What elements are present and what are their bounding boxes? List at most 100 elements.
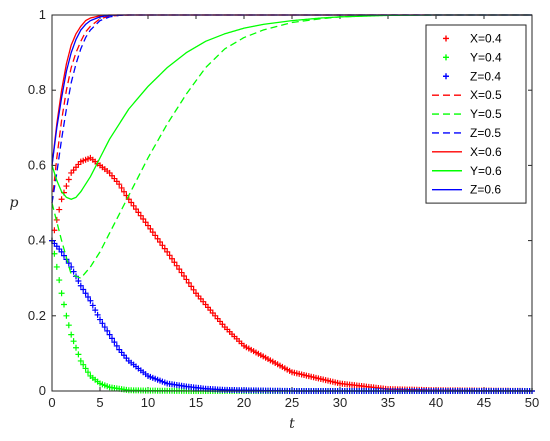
data-point — [149, 229, 156, 236]
data-point — [101, 324, 108, 331]
data-point — [80, 286, 87, 293]
x-tick-label: 40 — [429, 395, 443, 410]
y-axis-label: p — [10, 195, 19, 211]
data-point — [92, 307, 99, 314]
data-point — [63, 183, 70, 190]
legend-item: Y=0.4 — [443, 50, 502, 64]
data-point — [65, 260, 72, 267]
legend-item: Y=0.6 — [432, 164, 502, 178]
data-point — [176, 266, 183, 273]
data-point — [56, 277, 63, 284]
legend-item: X=0.6 — [432, 145, 502, 159]
data-point — [169, 255, 175, 262]
data-point — [56, 206, 63, 213]
data-point — [82, 290, 89, 297]
data-point — [121, 188, 127, 195]
legend-item: Z=0.6 — [432, 183, 501, 197]
x-tick-label: 50 — [525, 395, 539, 410]
data-point — [75, 278, 82, 285]
data-point — [188, 283, 195, 290]
data-point — [58, 196, 65, 203]
data-point — [97, 316, 103, 323]
legend-item: X=0.4 — [443, 31, 502, 45]
data-point — [70, 268, 77, 275]
data-point — [106, 331, 113, 338]
data-point — [82, 365, 89, 372]
data-point — [137, 212, 144, 219]
data-point — [145, 222, 151, 229]
tick-layer: 0 5 10 15 20 25 30 35 40 45 50 0 0.2 0.4 0.6 0.8 1 — [28, 7, 539, 410]
y-tick-label: 0.8 — [28, 82, 46, 97]
x-tick-label: 10 — [141, 395, 155, 410]
x-tick-label: 5 — [96, 395, 103, 410]
data-point — [133, 206, 139, 213]
data-point — [185, 279, 192, 286]
data-point — [154, 235, 161, 242]
data-point — [171, 259, 178, 266]
x-tick-label: 20 — [237, 395, 251, 410]
legend-label: X=0.4 — [470, 31, 502, 45]
data-point — [73, 344, 79, 351]
data-point — [164, 248, 171, 255]
data-point — [183, 276, 190, 283]
x-tick-label: 15 — [189, 395, 203, 410]
legend-marker — [443, 54, 449, 61]
legend-label: X=0.6 — [470, 145, 502, 159]
data-point — [161, 245, 168, 252]
y-tick-label: 1 — [39, 7, 46, 22]
x-tick-label: 45 — [477, 395, 491, 410]
legend-label: Z=0.4 — [470, 69, 501, 83]
legend-label: Y=0.5 — [470, 107, 502, 121]
data-point — [61, 252, 67, 259]
data-point — [65, 322, 72, 329]
legend-item: Y=0.5 — [432, 107, 502, 121]
data-point — [87, 297, 94, 304]
data-point — [85, 369, 91, 376]
x-tick-label: 30 — [333, 395, 347, 410]
x-tick-label: 25 — [285, 395, 299, 410]
data-point — [111, 339, 118, 346]
data-point — [58, 248, 65, 255]
data-point — [58, 290, 65, 297]
legend-label: Y=0.6 — [470, 164, 502, 178]
data-point — [135, 209, 142, 216]
data-point — [116, 181, 123, 188]
y-tick-label: 0.4 — [28, 233, 46, 248]
y-tick-label: 0 — [39, 383, 46, 398]
data-point — [166, 252, 173, 259]
data-point — [70, 338, 77, 345]
data-point — [130, 202, 137, 209]
legend-label: Z=0.5 — [470, 126, 501, 140]
data-point — [77, 357, 84, 364]
data-point — [80, 361, 87, 368]
data-point — [173, 262, 180, 269]
legend: X=0.4 Y=0.4 Z=0.4 X=0.5 Y=0.5 Z=0.5 X=0.6 Y=0.6… — [425, 24, 527, 204]
legend-label: Y=0.4 — [470, 50, 502, 64]
legend-marker — [443, 35, 449, 42]
legend-label: X=0.5 — [470, 88, 502, 102]
data-point — [68, 331, 75, 338]
legend-box — [425, 24, 527, 204]
plot-frame — [51, 14, 533, 392]
x-tick-label: 0 — [48, 395, 55, 410]
data-point — [178, 269, 185, 276]
data-point — [142, 219, 149, 226]
legend-label: Z=0.6 — [470, 183, 501, 197]
legend-item: Z=0.5 — [432, 126, 501, 140]
data-point — [53, 263, 60, 270]
legend-marker — [443, 73, 449, 80]
data-point — [118, 184, 125, 191]
data-point — [99, 320, 106, 327]
data-point — [147, 225, 154, 232]
data-point — [65, 176, 72, 183]
data-point — [190, 286, 197, 293]
data-point — [152, 232, 159, 239]
data-point — [89, 302, 96, 309]
data-point — [104, 327, 111, 334]
legend-item: Z=0.4 — [443, 69, 501, 83]
data-point — [159, 242, 166, 249]
data-point — [94, 311, 101, 318]
data-point — [140, 215, 147, 222]
data-point — [128, 199, 135, 206]
